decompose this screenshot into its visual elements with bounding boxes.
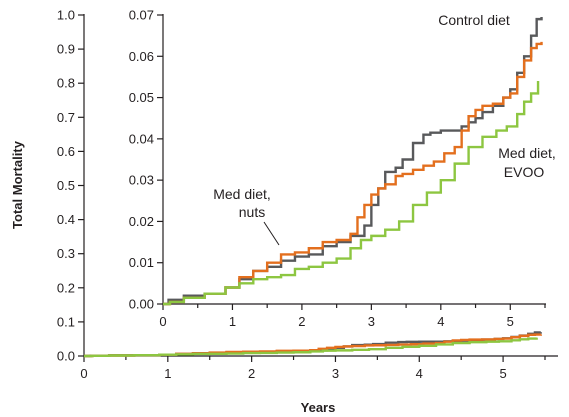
main-series-line-med-diet-evoo	[84, 337, 538, 358]
med-diet-nuts-label-line1: Med diet,	[213, 186, 271, 202]
inset-y-ticks: 0.00 0.01 0.02 0.03 0.04 0.05 0.06 0.07	[129, 8, 163, 312]
main-y-tick-label: 0.4	[57, 212, 75, 227]
main-x-tick-label: 2	[248, 366, 255, 381]
inset-series-lines	[163, 17, 543, 306]
inset-series-line-med-diet-nuts	[163, 41, 543, 306]
main-y-tick-label: 0.1	[57, 314, 75, 329]
inset-x-tick-label: 3	[368, 314, 375, 329]
main-x-ticks: 0 1 2 3 4 5	[80, 356, 546, 381]
inset-x-ticks: 0 1 2 3 4 5	[159, 304, 546, 329]
med-diet-nuts-pointer	[263, 221, 280, 246]
main-y-tick-label: 1.0	[57, 8, 75, 23]
inset-series-line-med-diet-evoo	[163, 81, 540, 306]
main-y-tick-label: 0.2	[57, 280, 75, 295]
med-diet-evoo-label-line1: Med diet,	[498, 145, 556, 161]
main-y-tick-label: 0.7	[57, 110, 75, 125]
main-x-tick-label: 5	[499, 366, 506, 381]
inset-series-line-control-diet	[163, 17, 543, 306]
med-diet-nuts-label-line2: nuts	[239, 204, 265, 220]
inset-x-tick-label: 2	[298, 314, 305, 329]
inset-y-tick-label: 0.06	[129, 49, 154, 64]
main-y-ticks: 0.0 0.1 0.2 0.3 0.4 0.5 0.6 0.7 0.8 0.9 1.0	[57, 8, 84, 364]
main-y-tick-label: 0.8	[57, 76, 75, 91]
main-x-tick-label: 4	[416, 366, 423, 381]
inset-y-tick-label: 0.00	[129, 297, 154, 312]
main-plot: 0.0 0.1 0.2 0.3 0.4 0.5 0.6 0.7 0.8 0.9 1.0 0 1 2 3 4 5	[57, 8, 558, 381]
main-x-tick-label: 1	[164, 366, 171, 381]
main-series-lines	[84, 331, 543, 358]
main-y-tick-label: 0.9	[57, 42, 75, 57]
x-axis-title: Years	[301, 400, 336, 415]
main-series-line-med-diet-nuts	[84, 333, 543, 358]
main-x-tick-label: 3	[332, 366, 339, 381]
inset-x-tick-label: 4	[437, 314, 444, 329]
main-x-tick-label: 0	[80, 366, 87, 381]
inset-x-tick-label: 5	[507, 314, 514, 329]
control-diet-label: Control diet	[438, 12, 510, 28]
inset-x-tick-label: 0	[159, 314, 166, 329]
main-y-tick-label: 0.0	[57, 349, 75, 364]
inset-x-tick-label: 1	[229, 314, 236, 329]
main-y-tick-label: 0.6	[57, 144, 75, 159]
main-y-tick-label: 0.5	[57, 178, 75, 193]
inset-y-tick-label: 0.02	[129, 214, 154, 229]
inset-y-tick-label: 0.04	[129, 131, 154, 146]
inset-y-tick-label: 0.01	[129, 255, 154, 270]
main-y-tick-label: 0.3	[57, 246, 75, 261]
inset-y-tick-label: 0.03	[129, 173, 154, 188]
y-axis-title: Total Mortality	[10, 140, 25, 229]
inset-y-tick-label: 0.07	[129, 8, 154, 23]
med-diet-evoo-label-line2: EVOO	[504, 164, 545, 180]
inset-y-tick-label: 0.05	[129, 90, 154, 105]
